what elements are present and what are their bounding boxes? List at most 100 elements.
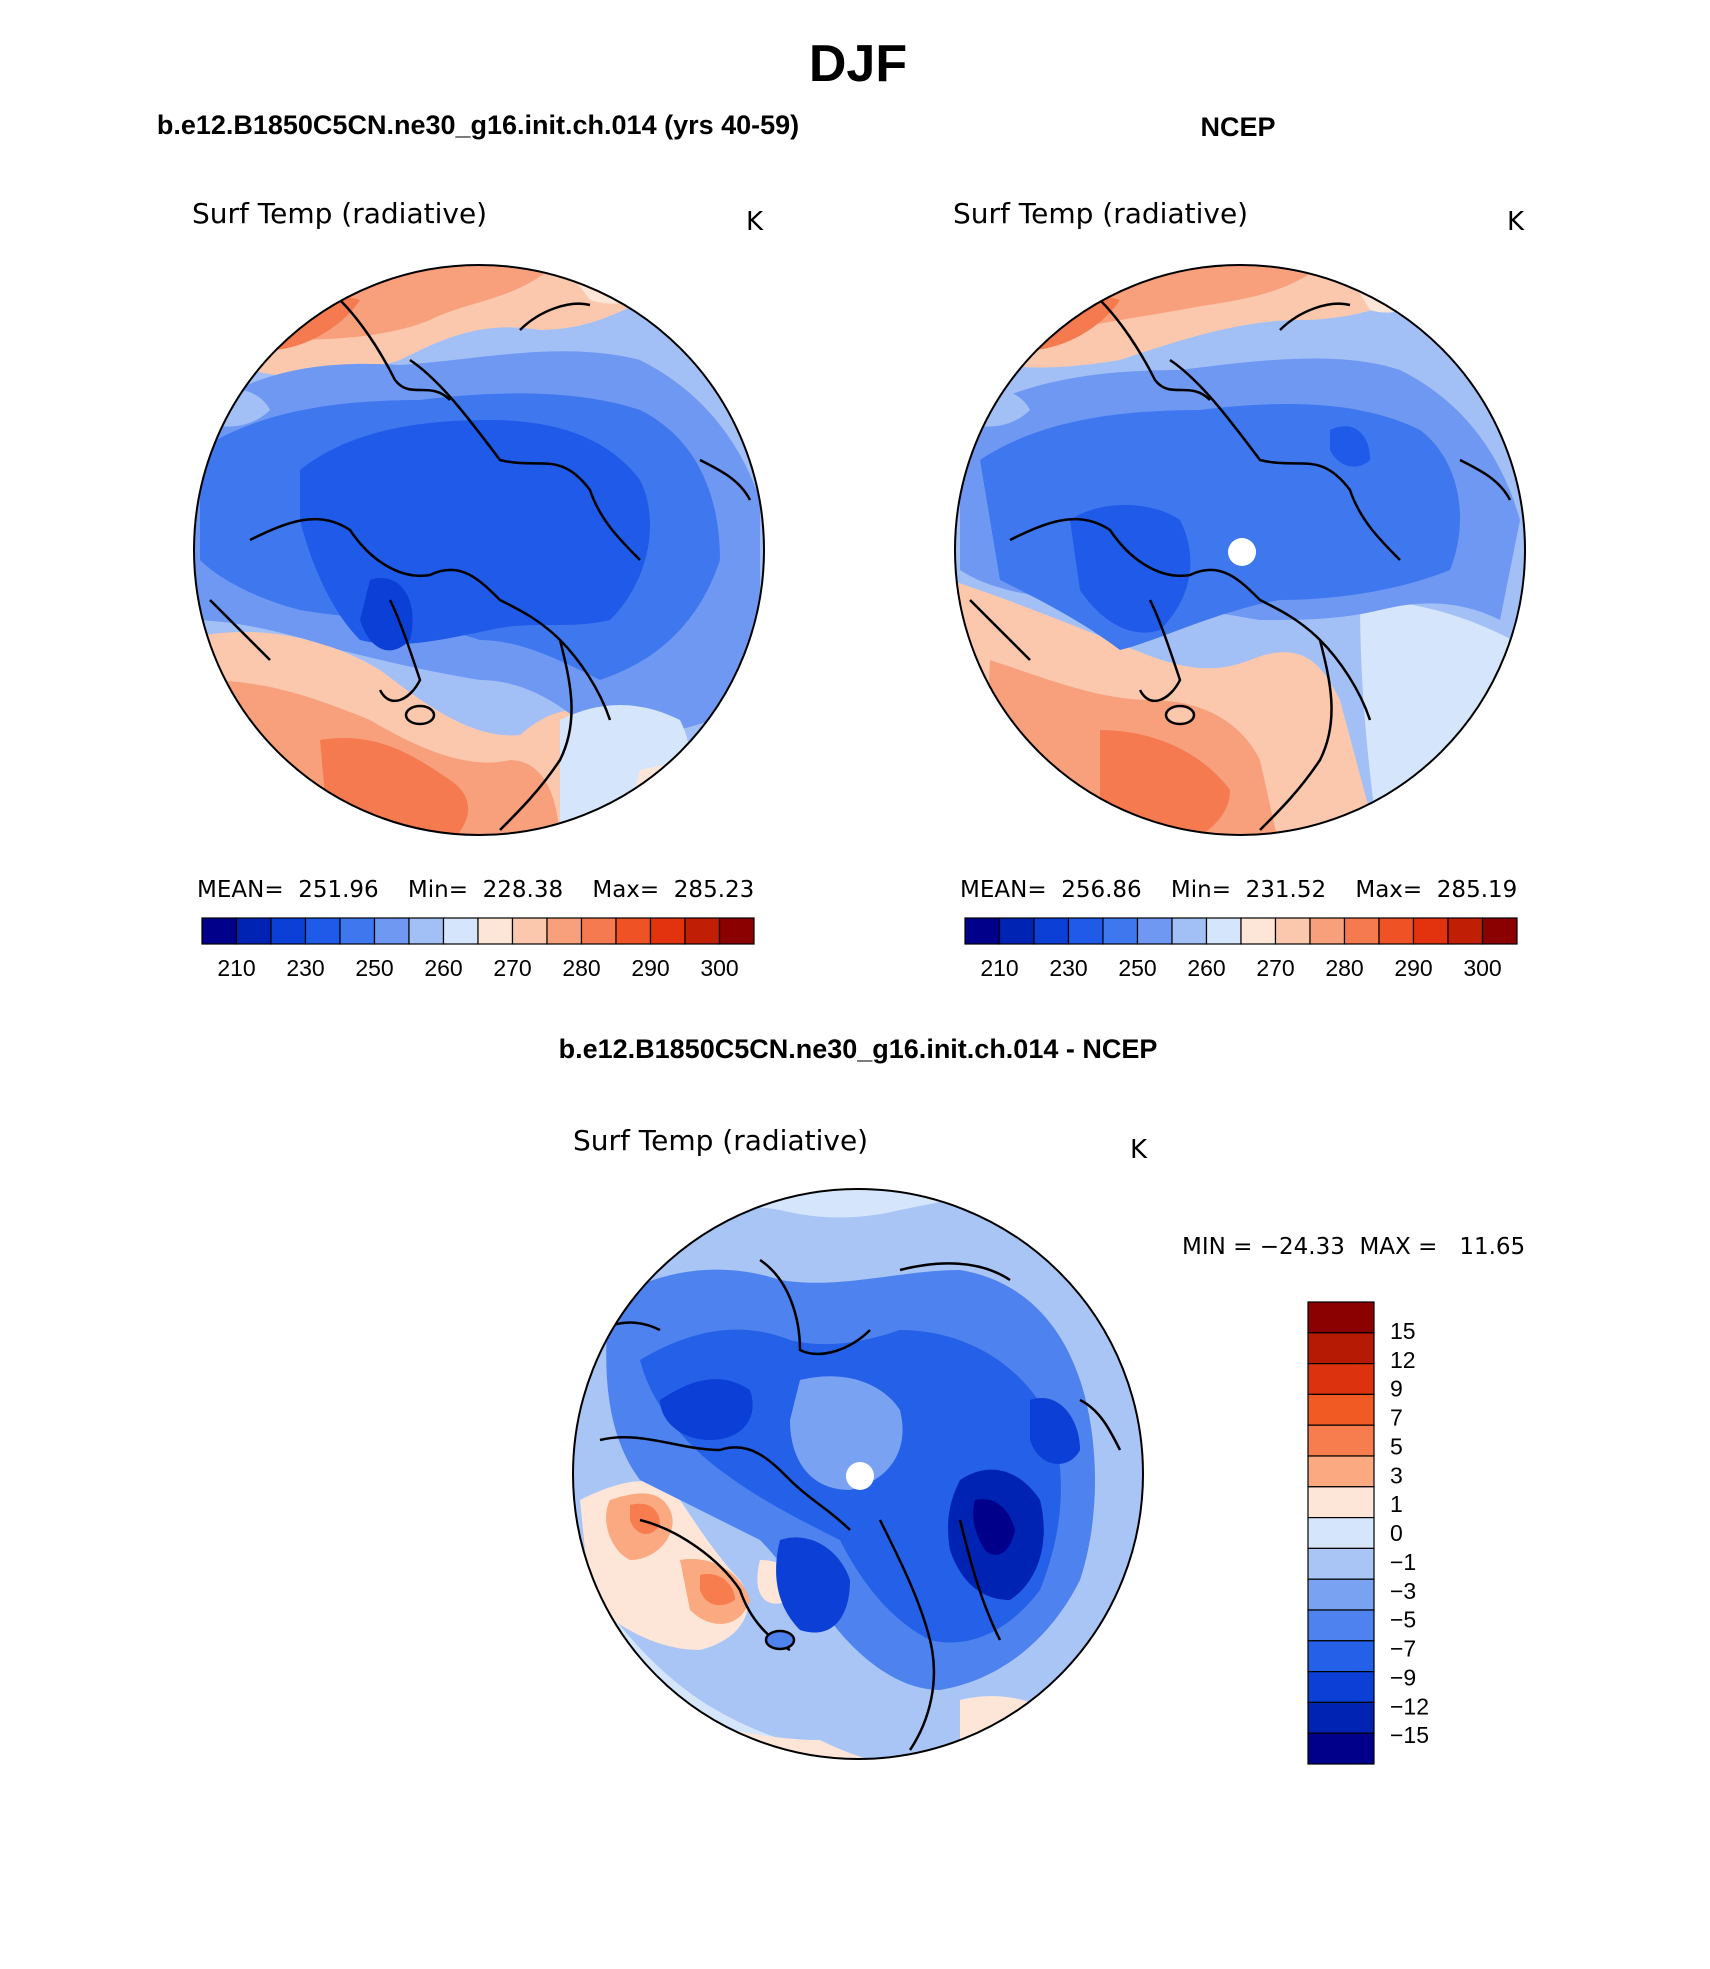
colorbar-tick-label: −12: [1390, 1693, 1429, 1719]
colorbar-swatch: [408, 917, 445, 945]
colorbar-tick-label: 290: [1394, 955, 1432, 981]
colorbar-swatch: [201, 917, 238, 945]
model-variable-label: Surf Temp (radiative): [192, 197, 487, 230]
colorbar-swatch: [615, 917, 652, 945]
colorbar-tick-label: 5: [1390, 1433, 1403, 1459]
colorbar-swatch: [1307, 1516, 1375, 1549]
colorbar-swatch: [1067, 917, 1104, 945]
ncep-panel: Surf Temp (radiative) K: [953, 197, 1526, 981]
colorbar-tick-label: 300: [700, 955, 738, 981]
colorbar-tick-label: 270: [493, 955, 531, 981]
colorbar-tick-label: 3: [1390, 1462, 1403, 1488]
diff-colorbar-labels: 15 12 9 75 3 1 0 −1 −3 −5 −7−9 −12 −15: [1390, 1318, 1429, 1748]
left-panel-heading: b.e12.B1850C5CN.ne30_g16.init.ch.014 (yr…: [157, 110, 799, 140]
colorbar-tick-label: 0: [1390, 1520, 1403, 1546]
colorbar-swatch: [1307, 1640, 1375, 1673]
colorbar-tick-label: 250: [1118, 955, 1156, 981]
ncep-pole-hole: [1228, 538, 1256, 566]
diff-stats: MIN = −24.33 MAX = 11.65: [1182, 1234, 1525, 1260]
colorbar-swatch: [1412, 917, 1449, 945]
diff-variable-label: Surf Temp (radiative): [573, 1124, 868, 1157]
colorbar-swatch: [1307, 1332, 1375, 1365]
colorbar-tick-label: 15: [1390, 1318, 1416, 1344]
colorbar-swatch: [1307, 1701, 1375, 1734]
colorbar-swatch: [1307, 1732, 1375, 1765]
colorbar-swatch: [1307, 1424, 1375, 1457]
colorbar-tick-label: 280: [1325, 955, 1363, 981]
colorbar-swatch: [649, 917, 686, 945]
ncep-colorbar: [964, 917, 1518, 945]
colorbar-swatch: [1307, 1362, 1375, 1395]
diff-pole-hole: [846, 1462, 874, 1490]
colorbar-swatch: [1274, 917, 1311, 945]
colorbar-swatch: [1033, 917, 1070, 945]
colorbar-swatch: [1307, 1393, 1375, 1426]
colorbar-tick-label: 1: [1390, 1491, 1403, 1517]
figure-title: DJF: [809, 35, 907, 93]
colorbar-swatch: [1102, 917, 1139, 945]
colorbar-tick-label: 230: [1049, 955, 1087, 981]
colorbar-swatch: [1240, 917, 1277, 945]
colorbar-swatch: [546, 917, 583, 945]
colorbar-swatch: [373, 917, 410, 945]
colorbar-swatch: [339, 917, 376, 945]
model-colorbar-labels: 210 230 250 260 270 280 290 300: [217, 955, 738, 981]
colorbar-swatch: [1171, 917, 1208, 945]
colorbar-swatch: [1205, 917, 1242, 945]
ncep-colorbar-labels: 210 230 250 260 270 280 290 300: [980, 955, 1501, 981]
colorbar-swatch: [1343, 917, 1380, 945]
diff-colorbar: [1307, 1301, 1375, 1765]
colorbar-tick-label: 7: [1390, 1405, 1403, 1431]
model-panel: Surf Temp (radiative) K: [192, 197, 765, 981]
colorbar-swatch: [718, 917, 755, 945]
colorbar-tick-label: −5: [1390, 1607, 1416, 1633]
diff-panel-heading: b.e12.B1850C5CN.ne30_g16.init.ch.014 - N…: [559, 1034, 1158, 1064]
colorbar-tick-label: 290: [631, 955, 669, 981]
colorbar-swatch: [1307, 1670, 1375, 1703]
colorbar-tick-label: 210: [217, 955, 255, 981]
colorbar-swatch: [1307, 1609, 1375, 1642]
colorbar-swatch: [1307, 1578, 1375, 1611]
colorbar-tick-label: −9: [1390, 1664, 1416, 1690]
colorbar-swatch: [1307, 1455, 1375, 1488]
colorbar-tick-label: 230: [286, 955, 324, 981]
colorbar-tick-label: −1: [1390, 1549, 1416, 1575]
ncep-variable-label: Surf Temp (radiative): [953, 197, 1248, 230]
colorbar-swatch: [1481, 917, 1518, 945]
colorbar-tick-label: 12: [1390, 1347, 1416, 1373]
colorbar-swatch: [684, 917, 721, 945]
ncep-stats: MEAN= 256.86 Min= 231.52 Max= 285.19: [960, 877, 1517, 903]
colorbar-tick-label: −7: [1390, 1636, 1416, 1662]
colorbar-swatch: [477, 917, 514, 945]
colorbar-tick-label: 270: [1256, 955, 1294, 981]
colorbar-tick-label: 210: [980, 955, 1018, 981]
colorbar-swatch: [270, 917, 307, 945]
colorbar-swatch: [511, 917, 548, 945]
right-panel-heading: NCEP: [1200, 112, 1275, 142]
colorbar-swatch: [442, 917, 479, 945]
colorbar-swatch: [1309, 917, 1346, 945]
colorbar-swatch: [1136, 917, 1173, 945]
model-map-boundary: [193, 264, 765, 836]
model-units-label: K: [746, 207, 764, 237]
colorbar-swatch: [1307, 1547, 1375, 1580]
model-colorbar: [201, 917, 755, 945]
colorbar-swatch: [1307, 1486, 1375, 1519]
colorbar-swatch: [1378, 917, 1415, 945]
colorbar-swatch: [1307, 1301, 1375, 1334]
colorbar-tick-label: 260: [424, 955, 462, 981]
colorbar-tick-label: 9: [1390, 1376, 1403, 1402]
colorbar-swatch: [304, 917, 341, 945]
colorbar-tick-label: 300: [1463, 955, 1501, 981]
colorbar-tick-label: 260: [1187, 955, 1225, 981]
colorbar-swatch: [580, 917, 617, 945]
colorbar-tick-label: −15: [1390, 1722, 1429, 1748]
diff-units-label: K: [1130, 1135, 1148, 1165]
ncep-map-boundary: [954, 264, 1526, 836]
colorbar-swatch: [964, 917, 1001, 945]
colorbar-swatch: [998, 917, 1035, 945]
diff-panel: Surf Temp (radiative) K: [572, 1124, 1525, 1765]
colorbar-swatch: [235, 917, 272, 945]
colorbar-tick-label: 280: [562, 955, 600, 981]
